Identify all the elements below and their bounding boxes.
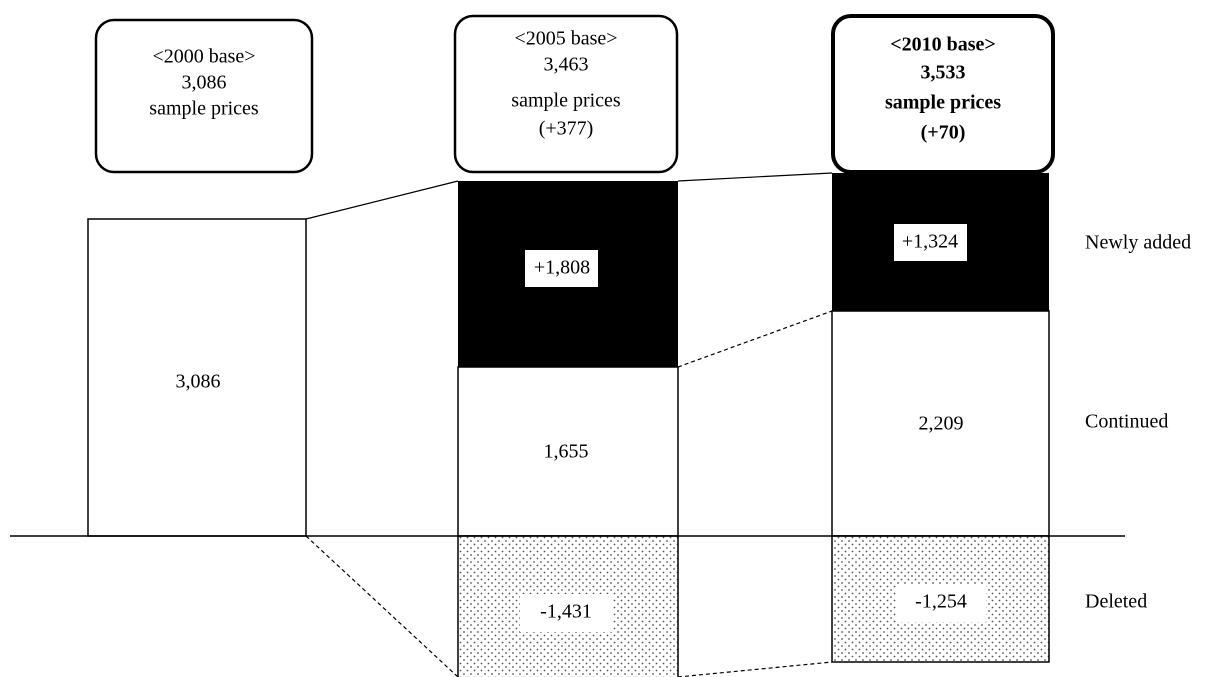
bar-label: 2,209 (919, 413, 964, 435)
label-bg (520, 594, 612, 632)
header-text: (+377) (539, 118, 594, 140)
header-text: 3,086 (182, 72, 227, 94)
connector (305, 180, 459, 220)
connector (677, 310, 833, 368)
header-text: <2000 base> (152, 46, 255, 68)
label-bg (525, 250, 598, 287)
row-label: Continued (1085, 411, 1168, 433)
header-text: <2005 base> (514, 28, 617, 50)
label-bg (896, 584, 986, 622)
bar-label: +1,808 (534, 257, 590, 279)
header-text: sample prices (511, 90, 621, 112)
bar-label: -1,431 (540, 601, 592, 623)
connector (305, 535, 459, 677)
header-box (831, 14, 1055, 174)
connector (677, 172, 833, 182)
header-text: (+70) (921, 122, 966, 144)
label-bg (894, 224, 967, 261)
header-box (94, 18, 314, 174)
row-label: Deleted (1085, 591, 1147, 613)
row-label: Newly added (1085, 232, 1191, 254)
continued-segment (831, 310, 1050, 537)
bar-label: 3,086 (176, 371, 221, 393)
header-text: sample prices (149, 98, 259, 120)
bar-label: 1,655 (544, 441, 589, 463)
header-text: <2010 base> (890, 34, 996, 56)
header-text: 3,533 (921, 62, 966, 84)
header-box (453, 14, 679, 174)
bar-label: -1,254 (915, 591, 967, 613)
bar-label: +1,324 (902, 231, 958, 253)
header-text: sample prices (885, 92, 1001, 114)
connector (677, 661, 833, 677)
header-text: 3,463 (544, 54, 589, 76)
bar (87, 218, 307, 537)
